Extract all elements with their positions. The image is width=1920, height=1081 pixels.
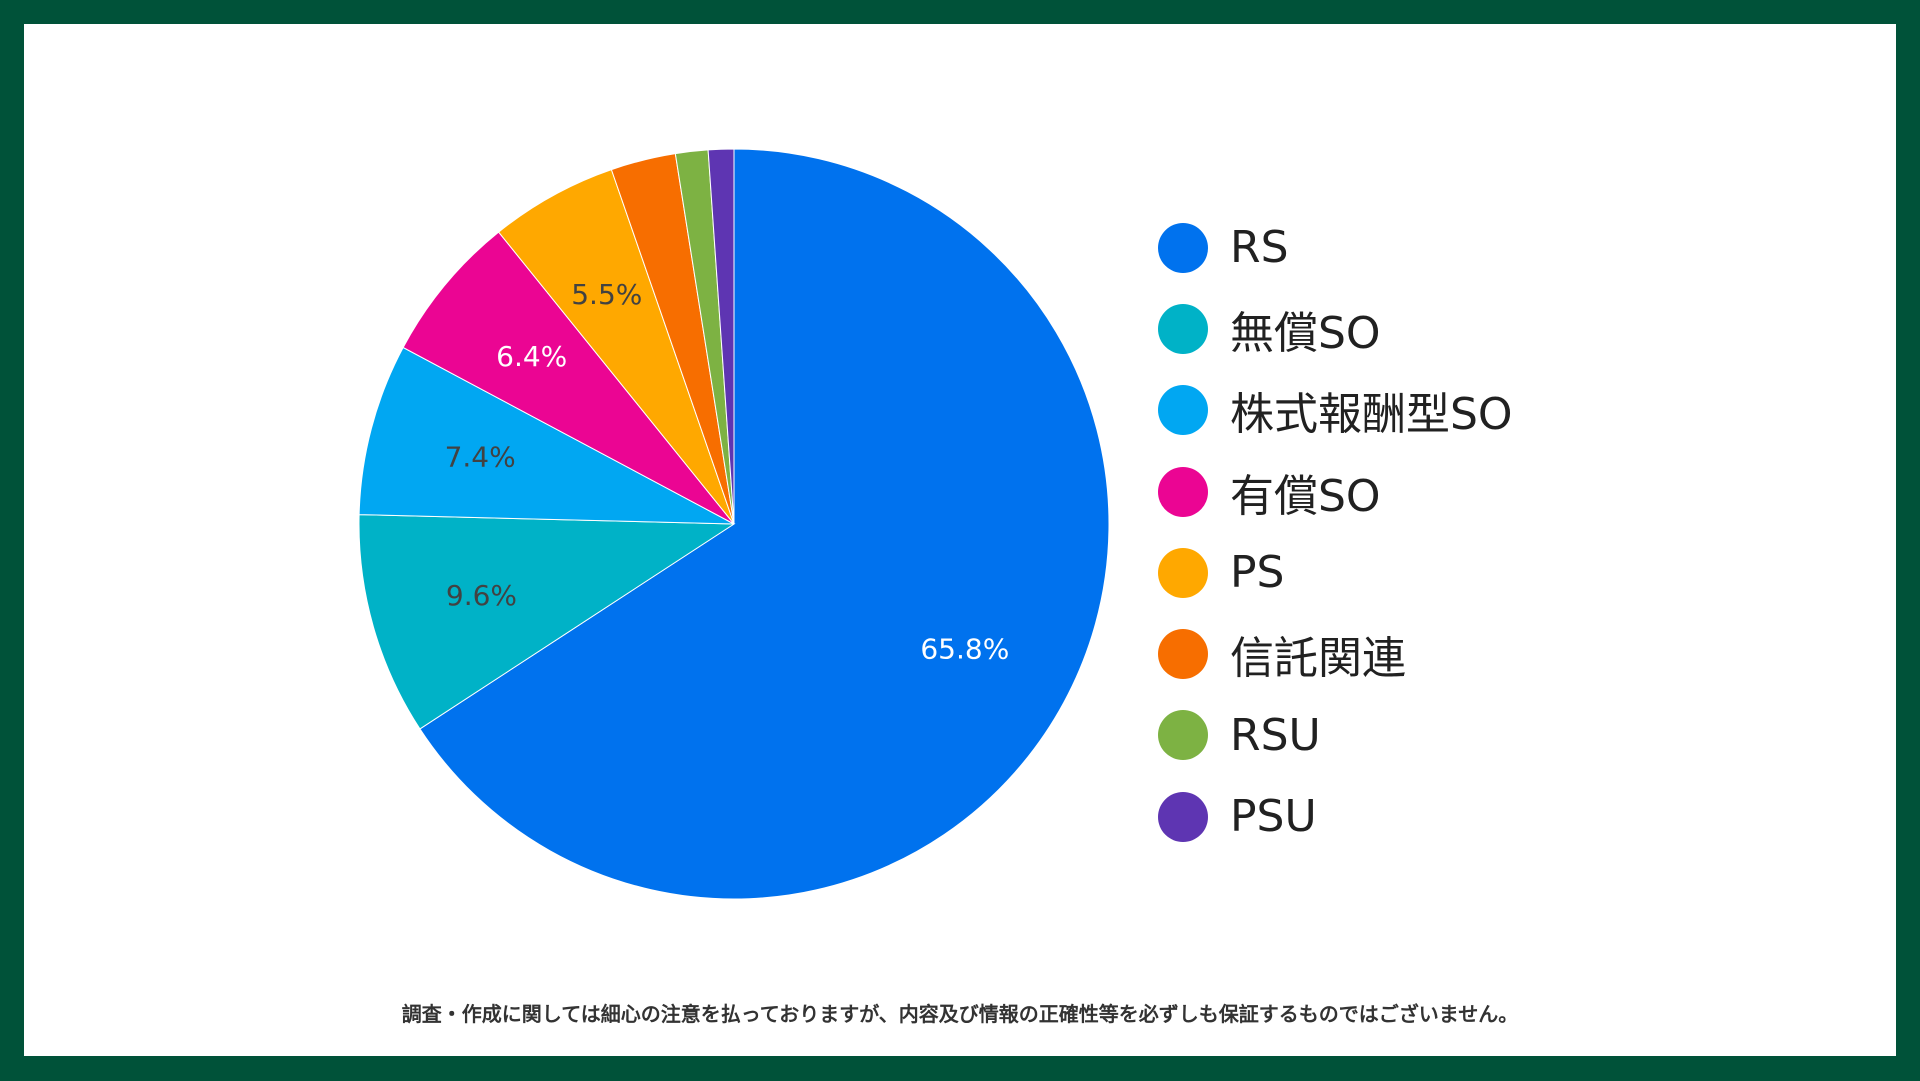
legend-item-rs[interactable]: RS bbox=[1158, 207, 1513, 288]
pie-slice-4[interactable] bbox=[497, 168, 735, 525]
legend-label-rsu: RSU bbox=[1230, 709, 1321, 761]
legend-swatch-psu bbox=[1158, 791, 1208, 842]
legend-label-shintaku-kanren: 信託関連 bbox=[1230, 633, 1406, 685]
legend-item-shintaku-kanren[interactable]: 信託関連 bbox=[1158, 613, 1513, 694]
legend-label-psu: PSU bbox=[1230, 791, 1317, 843]
legend-swatch-rsu bbox=[1158, 710, 1208, 761]
slice-label-4: 5.5% bbox=[571, 278, 642, 311]
slice-label-0: 65.8% bbox=[920, 633, 1009, 666]
legend-label-rs: RS bbox=[1230, 222, 1289, 274]
legend-swatch-yusho-so bbox=[1158, 466, 1208, 517]
legend-label-yusho-so: 有償SO bbox=[1230, 470, 1381, 522]
pie-slice-7[interactable] bbox=[707, 148, 735, 525]
pie-slice-3[interactable] bbox=[402, 231, 735, 525]
legend-item-musho-so[interactable]: 無償SO bbox=[1158, 288, 1513, 369]
pie-slice-0[interactable] bbox=[419, 148, 1110, 900]
chart-legend: RS 無償SO 株式報酬型SO 有償SO PS 信託関連 RSU PSU bbox=[1158, 207, 1513, 857]
legend-swatch-shintaku-kanren bbox=[1158, 629, 1208, 680]
legend-label-musho-so: 無償SO bbox=[1230, 307, 1381, 359]
pie-slice-1[interactable] bbox=[358, 514, 736, 730]
chart-frame: 65.8% 9.6% 7.4% 6.4% 5.5% RS 無償SO 株式報酬型SO 有償… bbox=[24, 24, 1896, 1056]
legend-item-rsu[interactable]: RSU bbox=[1158, 695, 1513, 776]
slice-label-2: 7.4% bbox=[445, 441, 516, 474]
pie-chart: 65.8% 9.6% 7.4% 6.4%5.5% bbox=[358, 148, 1110, 900]
legend-label-kabushiki-hoshu-so: 株式報酬型SO bbox=[1230, 389, 1513, 441]
pie-slice-2[interactable] bbox=[358, 346, 735, 525]
legend-swatch-rs bbox=[1158, 222, 1208, 273]
legend-swatch-ps bbox=[1158, 547, 1208, 598]
legend-item-yusho-so[interactable]: 有償SO bbox=[1158, 451, 1513, 532]
legend-swatch-kabushiki-hoshu-so bbox=[1158, 385, 1208, 436]
legend-item-ps[interactable]: PS bbox=[1158, 532, 1513, 613]
legend-label-ps: PS bbox=[1230, 547, 1285, 599]
legend-item-psu[interactable]: PSU bbox=[1158, 776, 1513, 857]
slice-label-1: 9.6% bbox=[446, 579, 517, 612]
legend-item-kabushiki-hoshu-so[interactable]: 株式報酬型SO bbox=[1158, 370, 1513, 451]
slice-label-3: 6.4% bbox=[496, 340, 567, 373]
legend-swatch-musho-so bbox=[1158, 303, 1208, 354]
disclaimer-footnote: 調査・作成に関しては細心の注意を払っておりますが、内容及び情報の正確性等を必ずし… bbox=[401, 1002, 1519, 1026]
